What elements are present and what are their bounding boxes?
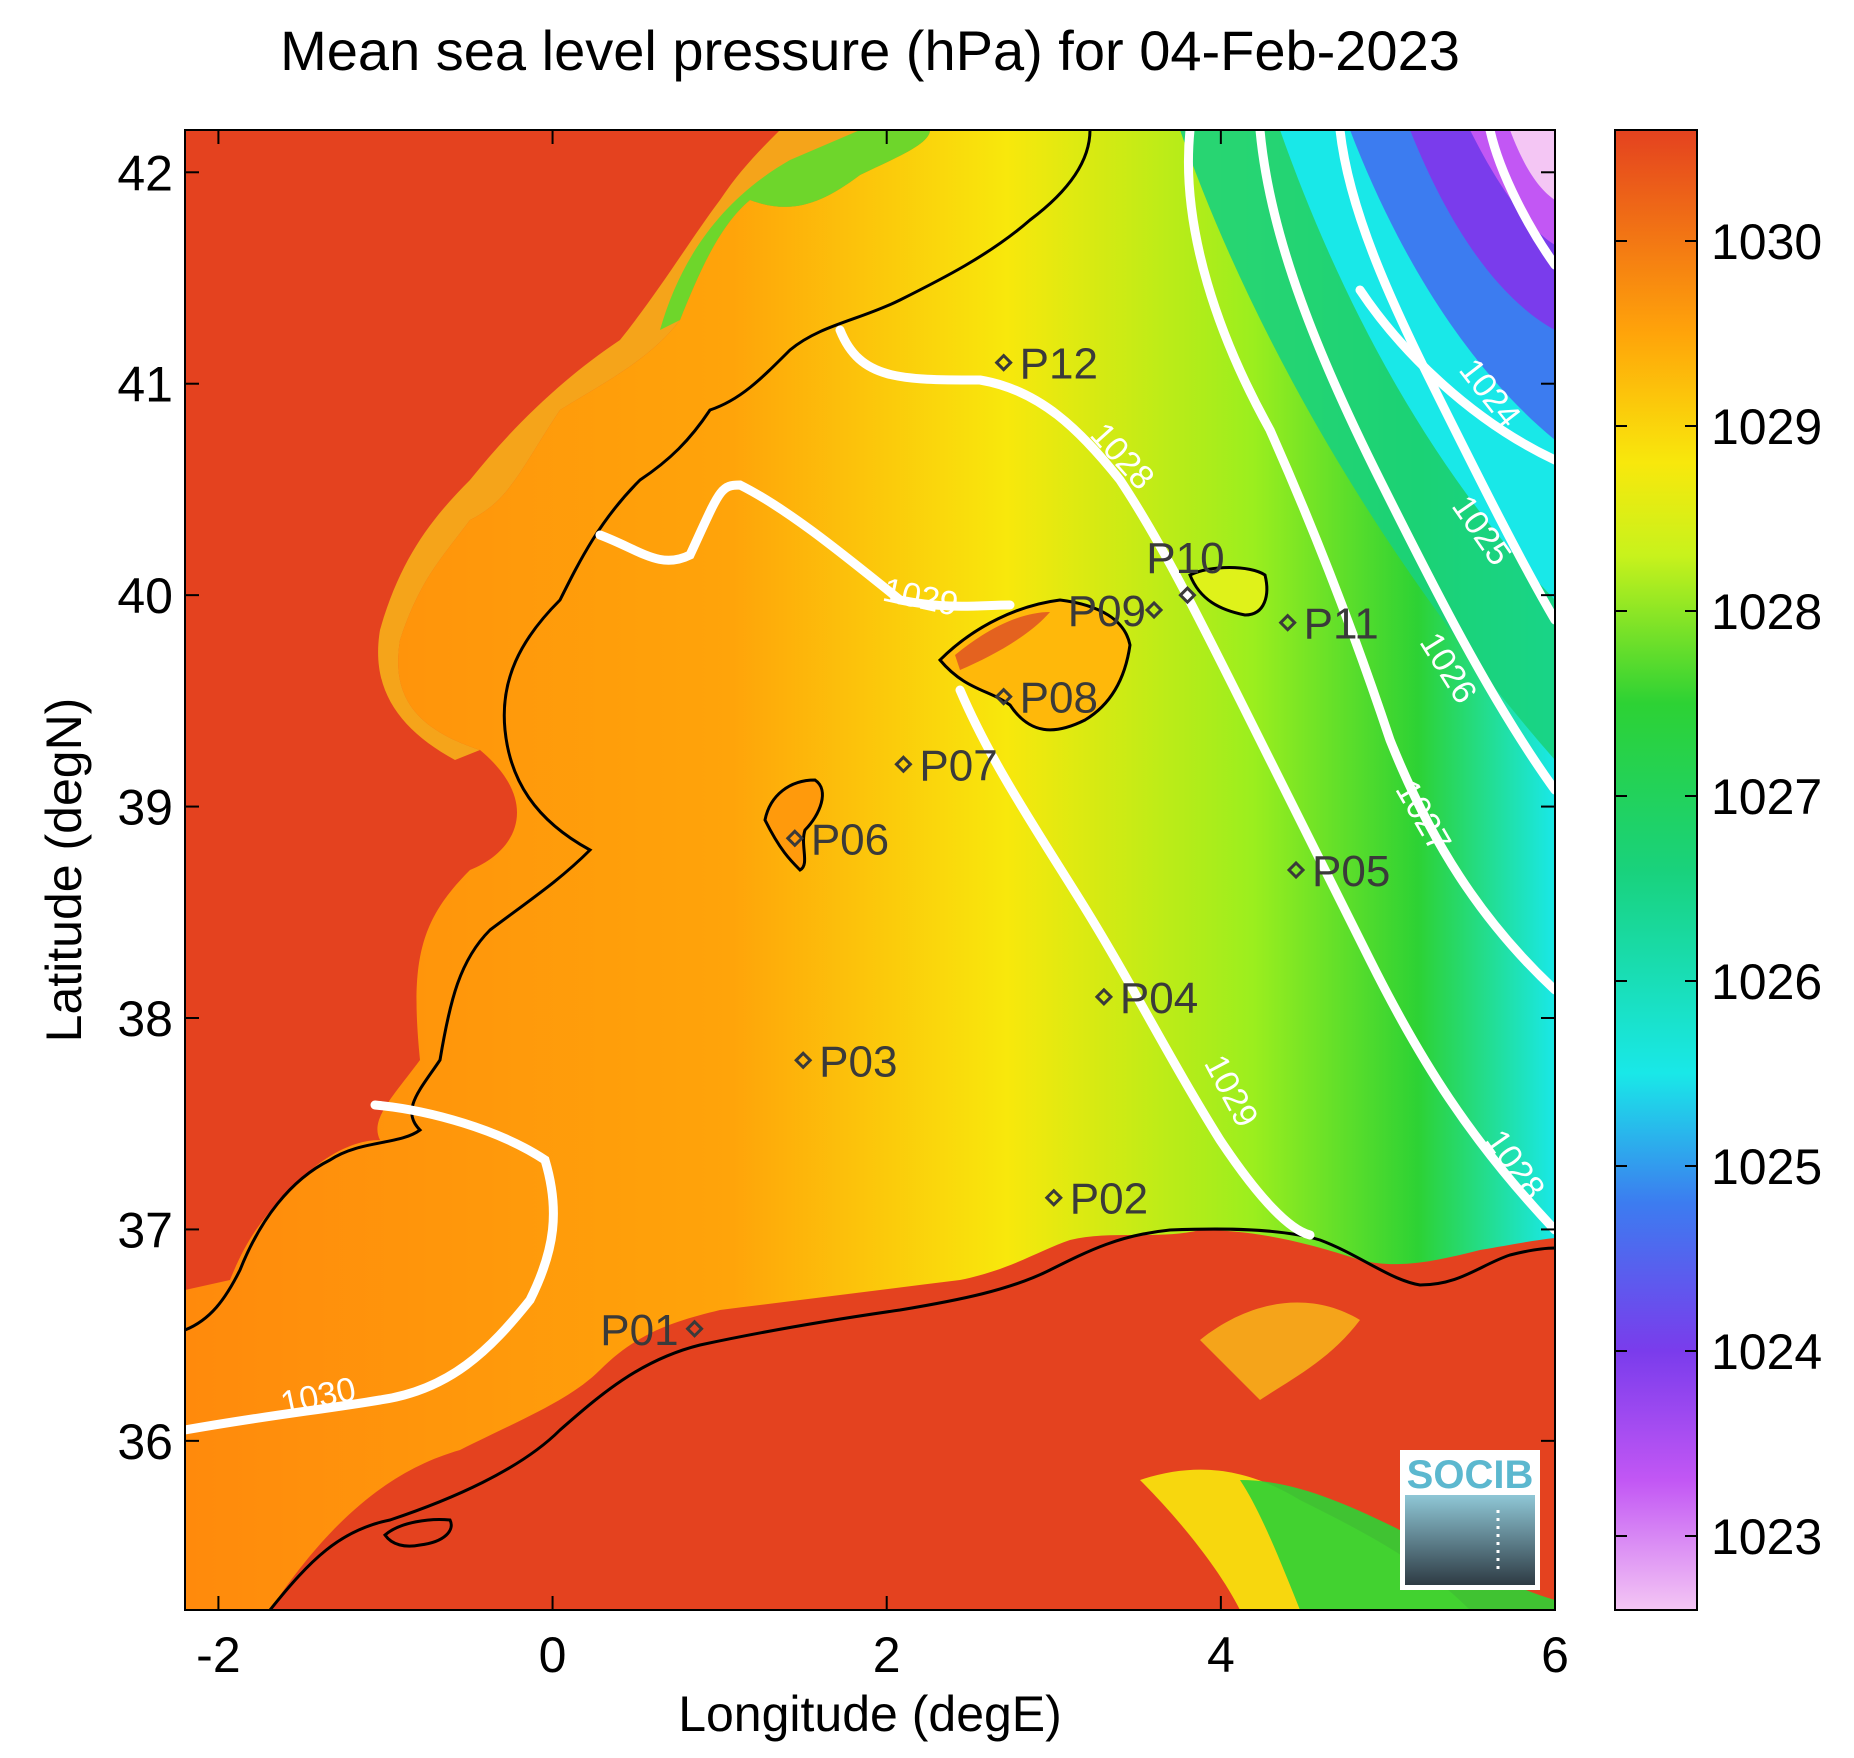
menorca-island bbox=[1190, 567, 1267, 615]
station-diamond-icon bbox=[794, 1051, 813, 1070]
contour-1028 bbox=[835, 325, 1555, 1235]
colorbar-ticks: 1023 1024 1025 1026 1027 1028 1029 1030 bbox=[1615, 214, 1822, 1565]
station-p08: P08 bbox=[994, 674, 1098, 723]
colorbar: 1023 1024 1025 1026 1027 1028 1029 1030 bbox=[1614, 129, 1822, 1611]
menorca-coastline bbox=[1188, 566, 1269, 617]
plot-frame bbox=[184, 129, 1556, 1611]
station-label: P04 bbox=[1120, 974, 1198, 1023]
station-diamond-icon bbox=[1278, 613, 1297, 632]
station-label: P03 bbox=[819, 1037, 897, 1086]
lat-tick-label: 37 bbox=[117, 1202, 173, 1258]
station-p01: P01 bbox=[600, 1306, 704, 1355]
station-label: P07 bbox=[919, 741, 997, 790]
contour-1025 bbox=[1335, 130, 1555, 625]
station-p04: P04 bbox=[1094, 974, 1198, 1023]
station-label: P01 bbox=[600, 1306, 678, 1355]
lon-tick-label: 0 bbox=[539, 1627, 567, 1683]
lon-tick-label: 6 bbox=[1541, 1627, 1569, 1683]
contour-1026 bbox=[1255, 130, 1555, 795]
station-p09: P09 bbox=[1068, 587, 1164, 636]
iberia-coastline bbox=[185, 130, 1092, 1332]
station-diamond-icon bbox=[994, 353, 1013, 372]
lat-tick-label: 39 bbox=[117, 780, 173, 836]
colorbar-tick-label: 1027 bbox=[1711, 769, 1822, 825]
station-diamond-icon bbox=[894, 755, 913, 774]
station-diamond-icon bbox=[1178, 586, 1197, 605]
socib-logo: SOCIB bbox=[1400, 1450, 1540, 1590]
station-diamond-icon bbox=[994, 687, 1013, 706]
colorbar-tick-label: 1025 bbox=[1711, 1139, 1822, 1195]
map-title: Mean sea level pressure (hPa) for 04-Feb… bbox=[280, 19, 1460, 82]
contour-1024 bbox=[1355, 130, 1555, 465]
station-label: P10 bbox=[1146, 534, 1224, 583]
station-diamond-icon bbox=[1044, 1188, 1063, 1207]
lon-tick-label: -2 bbox=[196, 1627, 240, 1683]
contour-1029 bbox=[595, 480, 1315, 1240]
station-label: P05 bbox=[1312, 847, 1390, 896]
colorbar-tick-label: 1026 bbox=[1711, 954, 1822, 1010]
colorbar-tick-label: 1024 bbox=[1711, 1324, 1822, 1380]
lon-tick-label: 4 bbox=[1207, 1627, 1235, 1683]
station-label: P09 bbox=[1068, 587, 1146, 636]
station-p07: P07 bbox=[894, 741, 998, 790]
station-label: P08 bbox=[1020, 674, 1098, 723]
station-p05: P05 bbox=[1286, 847, 1390, 896]
station-diamond-icon bbox=[1094, 987, 1114, 1006]
iberia-land bbox=[185, 130, 930, 1290]
station-diamond-icon bbox=[1144, 600, 1164, 620]
station-p10: P10 bbox=[1146, 534, 1225, 605]
ibiza-coastline bbox=[763, 778, 824, 872]
station-diamond-icon bbox=[1286, 860, 1306, 880]
low-pressure-region-pink bbox=[1510, 130, 1555, 200]
colorbar-tick-label: 1030 bbox=[1711, 214, 1822, 270]
x-axis-label: Longitude (degE) bbox=[678, 1686, 1062, 1742]
station-p11: P11 bbox=[1278, 600, 1379, 649]
colorbar-tick-label: 1023 bbox=[1711, 1509, 1822, 1565]
pyrenees-fringe bbox=[660, 130, 930, 330]
pressure-contours bbox=[185, 130, 1555, 1435]
alboran-island-coastline bbox=[382, 1518, 453, 1548]
station-diamond-icon bbox=[785, 829, 804, 848]
colorbar-tick-label: 1028 bbox=[1711, 584, 1822, 640]
ibiza-island bbox=[765, 780, 823, 870]
station-label: P11 bbox=[1304, 600, 1379, 649]
colorbar-tick-label: 1029 bbox=[1711, 399, 1822, 455]
logo-image bbox=[1405, 1495, 1535, 1585]
station-label: P02 bbox=[1070, 1175, 1148, 1224]
mallorca-tramuntana bbox=[955, 612, 1050, 670]
contour-1027 bbox=[1183, 130, 1555, 995]
lat-tick-label: 42 bbox=[117, 145, 173, 201]
contour-1030 bbox=[185, 1100, 558, 1435]
logo-text: SOCIB bbox=[1407, 1453, 1534, 1497]
lat-tick-label: 38 bbox=[117, 991, 173, 1047]
lat-tick-label: 40 bbox=[117, 568, 173, 624]
station-label: P12 bbox=[1020, 340, 1098, 389]
station-diamond-icon bbox=[685, 1319, 704, 1338]
colorbar-scale bbox=[1614, 129, 1698, 1611]
station-p03: P03 bbox=[794, 1037, 897, 1086]
lon-tick-label: 2 bbox=[873, 1627, 901, 1683]
north-africa-coastline bbox=[268, 1227, 1555, 1610]
lat-tick-label: 41 bbox=[117, 357, 173, 413]
station-p12: P12 bbox=[994, 340, 1098, 389]
lat-tick-label: 36 bbox=[117, 1414, 173, 1470]
latitude-ticks: 36 37 38 39 40 41 42 bbox=[117, 145, 1555, 1470]
station-label: P06 bbox=[811, 815, 889, 864]
longitude-ticks: -2 0 2 4 6 bbox=[196, 130, 1569, 1683]
station-p06: P06 bbox=[785, 815, 889, 864]
station-p02: P02 bbox=[1044, 1175, 1148, 1224]
tell-atlas-fringe bbox=[1200, 1302, 1360, 1400]
